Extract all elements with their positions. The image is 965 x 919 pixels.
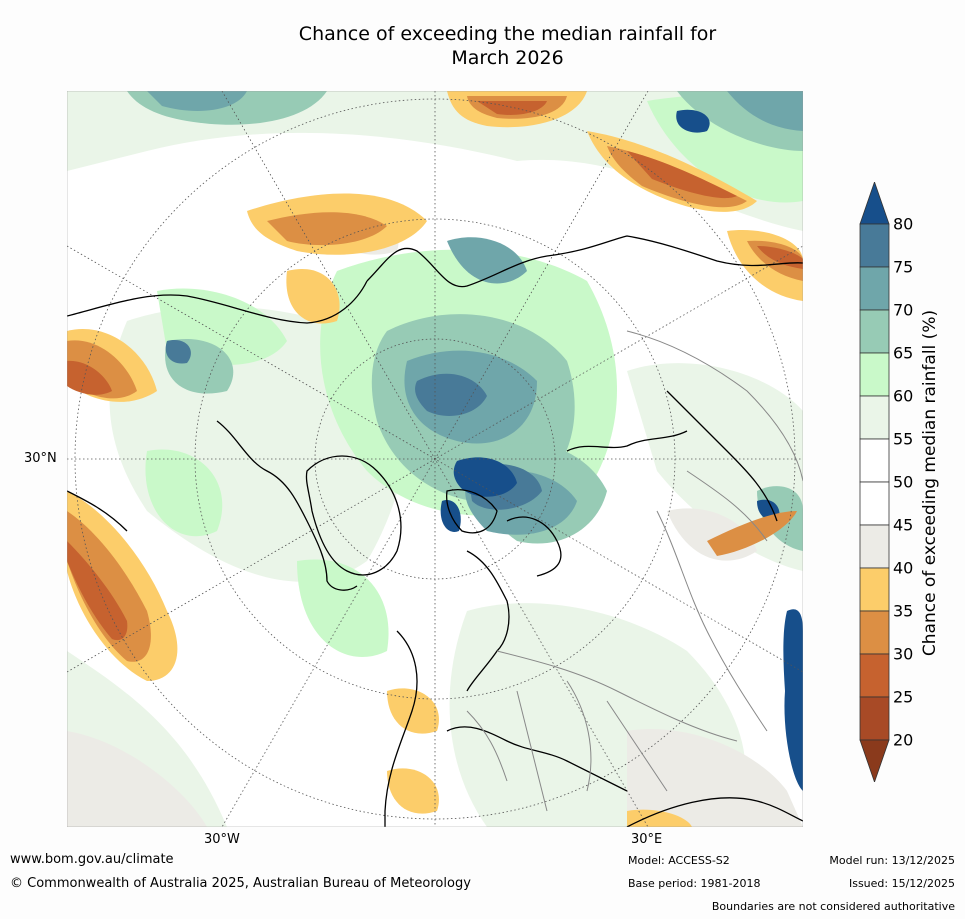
colorbar-tick-25: 25 bbox=[893, 687, 914, 707]
colorbar-tick-35: 35 bbox=[893, 601, 914, 621]
model-name: Model: ACCESS-S2 bbox=[628, 854, 730, 867]
rust-field bbox=[67, 101, 803, 641]
colorbar-tick-45: 45 bbox=[893, 515, 914, 535]
colorbar-tick-75: 75 bbox=[893, 257, 914, 277]
colorbar-tick-65: 65 bbox=[893, 343, 914, 363]
navy-field bbox=[440, 109, 803, 791]
latitude-label-30n: 30°N bbox=[24, 451, 57, 466]
title-line-2: March 2026 bbox=[451, 47, 564, 69]
country-borders bbox=[466, 330, 803, 812]
colorbar-bin-50-55 bbox=[859, 438, 890, 483]
chart-title: Chance of exceeding the median rainfall … bbox=[0, 22, 965, 70]
colorbar-bin-45-50 bbox=[859, 481, 890, 526]
colorbar-tick-55: 55 bbox=[893, 429, 914, 449]
colorbar-bin-25-30 bbox=[859, 653, 890, 698]
colorbar-bin-30-35 bbox=[859, 610, 890, 655]
colorbar-bin-40-45 bbox=[859, 524, 890, 569]
colorbar-tick-40: 40 bbox=[893, 558, 914, 578]
boundaries-disclaimer: Boundaries are not considered authoritat… bbox=[711, 900, 955, 913]
base-period: Base period: 1981-2018 bbox=[628, 877, 761, 890]
colorbar-tick-30: 30 bbox=[893, 644, 914, 664]
colorbar-label: Chance of exceeding median rainfall (%) bbox=[920, 309, 940, 657]
title-line-1: Chance of exceeding the median rainfall … bbox=[298, 23, 717, 45]
longitude-label-30e: 30°E bbox=[631, 832, 663, 847]
colorbar-tick-70: 70 bbox=[893, 300, 914, 320]
coastlines bbox=[67, 235, 803, 827]
longitude-label-30w: 30°W bbox=[204, 832, 240, 847]
colorbar-bin-75-80 bbox=[859, 223, 890, 268]
colorbar-extend-top bbox=[859, 182, 890, 225]
colorbar-bin-70-75 bbox=[859, 266, 890, 311]
colorbar-tick-50: 50 bbox=[893, 472, 914, 492]
colorbar-tick-60: 60 bbox=[893, 386, 914, 406]
issued-date: Issued: 15/12/2025 bbox=[848, 877, 955, 890]
website-link[interactable]: www.bom.gov.au/climate bbox=[10, 852, 174, 867]
copyright-notice: © Commonwealth of Australia 2025, Austra… bbox=[10, 876, 471, 891]
colorbar-tick-80: 80 bbox=[893, 214, 914, 234]
colorbar-bin-60-65 bbox=[859, 352, 890, 397]
colorbar bbox=[859, 182, 890, 782]
colorbar-extend-bottom bbox=[859, 739, 890, 782]
colorbar-bin-35-40 bbox=[859, 567, 890, 612]
colorbar-bin-65-70 bbox=[859, 309, 890, 354]
graticule bbox=[67, 91, 803, 827]
colorbar-tick-20: 20 bbox=[893, 730, 914, 750]
colorbar-bin-20-25 bbox=[859, 696, 890, 741]
colorbar-bin-55-60 bbox=[859, 395, 890, 440]
model-run-date: Model run: 13/12/2025 bbox=[829, 854, 955, 867]
rainfall-probability-map[interactable] bbox=[67, 91, 803, 827]
